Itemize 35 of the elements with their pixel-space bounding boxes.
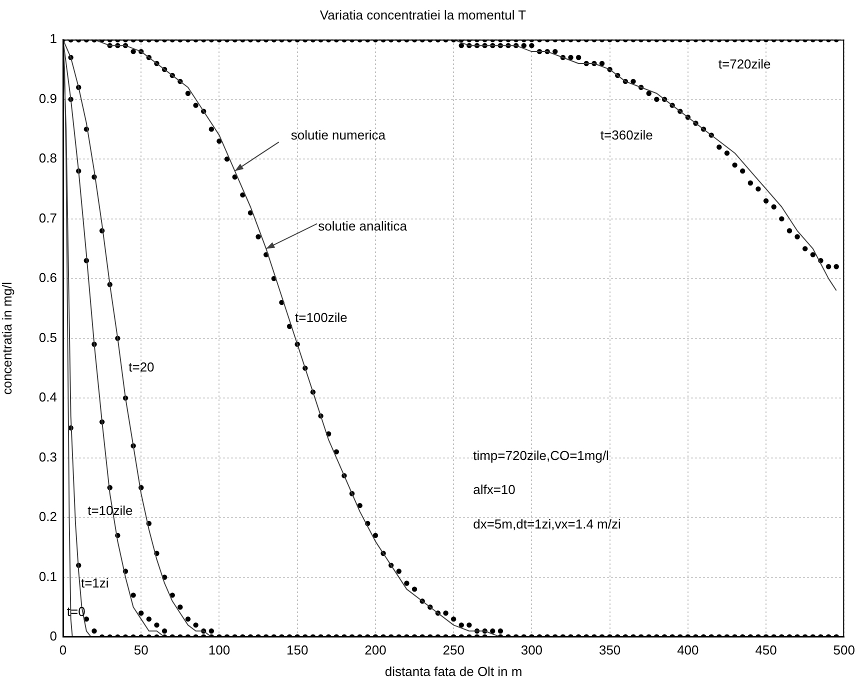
x-tick-label: 200: [364, 642, 386, 658]
annotation: alfx=10: [473, 482, 516, 498]
annotation: t=1zi: [80, 575, 109, 590]
x-tick-label: 250: [442, 642, 464, 658]
annotation: timp=720zile,CO=1mg/l: [473, 448, 610, 464]
x-tick-label: 0: [59, 642, 67, 658]
y-tick-label: 0.7: [38, 210, 57, 226]
y-tick-label: 0.9: [38, 90, 57, 106]
annotation: t=20: [128, 360, 154, 375]
annotation: t=100zile: [295, 310, 348, 326]
annotation: t=360zile: [600, 127, 653, 142]
y-tick-label: 0.1: [38, 568, 57, 584]
chart-title: Variatia concentratiei la momentul T: [320, 7, 526, 22]
y-tick-label: 1: [50, 31, 57, 46]
y-tick-label: 0: [50, 628, 57, 644]
y-axis-title: concentratia in mg/l: [0, 282, 14, 395]
x-axis-title: distanta fata de Olt in m: [384, 664, 522, 679]
y-tick-label: 0.5: [38, 330, 57, 345]
x-tick-label: 100: [208, 642, 230, 658]
x-tick-label: 350: [598, 642, 621, 658]
y-tick-label: 0.2: [38, 509, 57, 524]
x-tick-label: 500: [833, 642, 856, 658]
x-tick-label: 400: [677, 642, 699, 658]
y-tick-label: 0.3: [38, 449, 57, 464]
x-tick-label: 450: [755, 642, 777, 658]
x-tick-label: 150: [286, 642, 308, 658]
y-tick-label: 0.4: [38, 390, 57, 405]
y-tick-label: 0.8: [38, 150, 57, 166]
x-tick-label: 300: [520, 642, 543, 658]
x-tick-label: 50: [134, 642, 148, 658]
annotation: dx=5m,dt=1zi,vx=1.4 m/zi: [473, 516, 621, 532]
annotation: solutie numerica: [290, 128, 386, 143]
annotation: solutie analitica: [318, 218, 408, 234]
annotation: t=720zile: [718, 56, 771, 72]
y-tick-label: 0.6: [38, 270, 57, 286]
